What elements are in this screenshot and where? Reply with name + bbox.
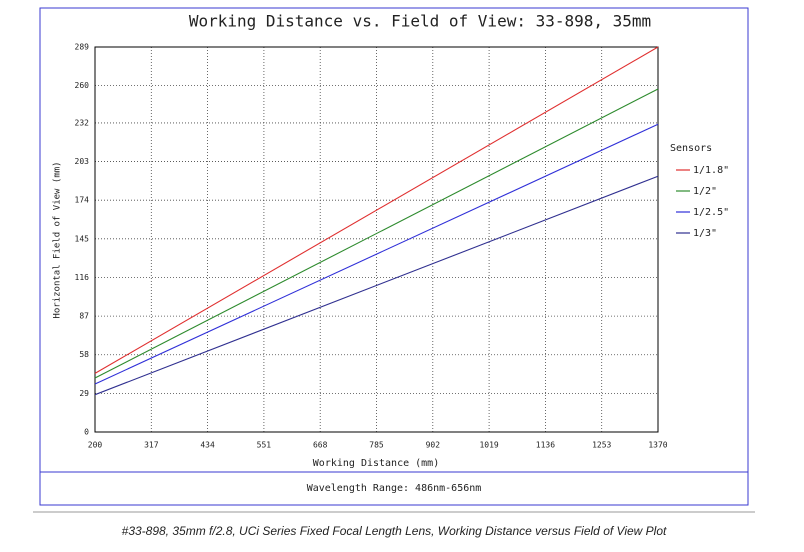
y-tick-label: 116 xyxy=(75,273,90,282)
frame xyxy=(39,7,749,506)
x-tick-label: 1370 xyxy=(648,441,667,450)
legend-label: 1/1.8" xyxy=(693,165,729,176)
x-tick-label: 200 xyxy=(88,441,103,450)
series-line xyxy=(94,46,659,374)
series-line xyxy=(94,123,659,385)
legend-title: Sensors xyxy=(670,143,712,154)
x-tick-label: 317 xyxy=(144,441,159,450)
y-tick-label: 0 xyxy=(84,428,89,437)
y-tick-label: 289 xyxy=(75,43,90,52)
footer-note: Wavelength Range: 486nm-656nm xyxy=(307,483,482,494)
x-tick-label: 551 xyxy=(257,441,272,450)
x-tick-label: 1019 xyxy=(479,441,498,450)
y-tick-label: 232 xyxy=(75,118,90,127)
y-tick-label: 145 xyxy=(75,234,90,243)
legend-label: 1/3" xyxy=(693,228,717,239)
x-tick-label: 1136 xyxy=(536,441,555,450)
y-tick-label: 29 xyxy=(79,389,89,398)
caption: #33-898, 35mm f/2.8, UCi Series Fixed Fo… xyxy=(122,524,667,538)
x-tick-label: 1253 xyxy=(592,441,611,450)
legend-label: 1/2" xyxy=(693,186,717,197)
legend-label: 1/2.5" xyxy=(693,207,729,218)
y-tick-label: 174 xyxy=(75,196,90,205)
y-axis-label: Horizontal Field of View (mm) xyxy=(53,161,63,318)
y-tick-label: 260 xyxy=(75,81,90,90)
x-tick-label: 902 xyxy=(426,441,441,450)
y-tick-label: 203 xyxy=(75,157,90,166)
x-tick-label: 668 xyxy=(313,441,328,450)
plot-area xyxy=(94,46,659,433)
series-line xyxy=(94,175,659,396)
x-tick-label: 785 xyxy=(369,441,384,450)
chart-title: Working Distance vs. Field of View: 33-8… xyxy=(189,12,651,31)
y-tick-label: 87 xyxy=(79,312,89,321)
x-axis-label: Working Distance (mm) xyxy=(313,458,439,469)
y-tick-label: 58 xyxy=(79,350,89,359)
series-line xyxy=(94,88,659,379)
x-tick-label: 434 xyxy=(200,441,215,450)
